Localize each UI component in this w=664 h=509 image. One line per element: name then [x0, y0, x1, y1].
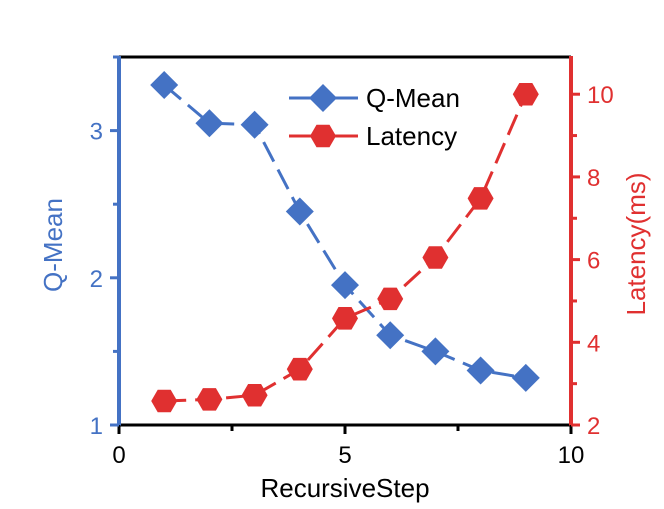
legend-item-q-mean: Q-Mean — [289, 83, 460, 113]
right-y-tick-label: 4 — [587, 330, 600, 357]
left-y-axis-title: Q-Mean — [38, 198, 68, 292]
right-y-tick-label: 8 — [587, 165, 600, 192]
legend-item-latency: Latency — [289, 121, 457, 151]
data-point-latency — [241, 383, 268, 407]
right-y-axis-title: Latency(ms) — [621, 172, 651, 315]
x-axis-title: RecursiveStep — [260, 473, 429, 503]
left-y-tick-label: 2 — [90, 266, 103, 293]
left-y-axis-ticks: 1 2 3 — [90, 55, 119, 440]
data-point-q-mean — [511, 363, 540, 392]
right-y-axis-ticks: 2 4 6 8 10 — [571, 82, 614, 440]
data-point-q-mean — [421, 337, 450, 366]
data-point-q-mean — [150, 70, 179, 99]
data-point-latency — [151, 389, 178, 413]
legend-label-q-mean: Q-Mean — [366, 83, 460, 113]
data-point-latency — [286, 357, 313, 381]
data-point-q-mean — [195, 109, 224, 138]
right-y-tick-label: 2 — [587, 413, 600, 440]
series-layer — [150, 70, 540, 413]
legend-label-latency: Latency — [366, 121, 457, 151]
left-y-tick-label: 3 — [90, 119, 103, 146]
legend-marker-q-mean — [309, 84, 337, 112]
right-y-tick-label: 6 — [587, 248, 600, 275]
x-tick-label: 10 — [558, 442, 585, 469]
series-line-q-mean — [163, 83, 527, 380]
left-y-tick-label: 1 — [90, 413, 103, 440]
legend-marker-latency — [310, 124, 336, 148]
data-point-q-mean — [331, 271, 359, 300]
data-point-q-mean — [376, 321, 405, 350]
data-point-latency — [422, 246, 449, 269]
data-point-q-mean — [240, 110, 269, 139]
data-point-latency — [512, 82, 539, 106]
right-y-tick-label: 10 — [587, 82, 614, 109]
data-point-latency — [196, 388, 223, 411]
legend: Q-Mean Latency — [289, 83, 460, 151]
data-point-latency — [377, 287, 404, 311]
x-axis-ticks: 0 5 10 — [112, 425, 584, 469]
x-tick-label: 5 — [338, 442, 351, 469]
data-point-latency — [467, 187, 494, 210]
data-point-latency — [332, 307, 358, 330]
x-tick-label: 0 — [112, 442, 125, 469]
data-point-q-mean — [466, 356, 495, 385]
data-point-q-mean — [285, 197, 314, 226]
series-line-latency — [164, 93, 528, 403]
